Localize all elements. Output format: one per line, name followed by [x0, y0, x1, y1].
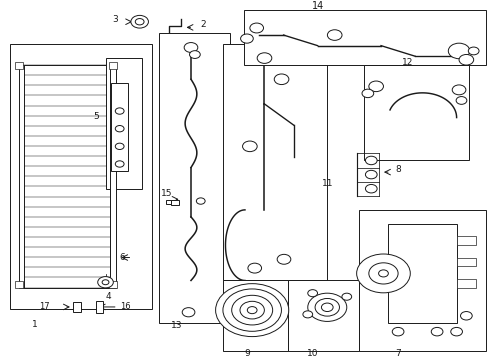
- Bar: [222, 44, 327, 280]
- Circle shape: [365, 184, 376, 193]
- Circle shape: [458, 54, 473, 65]
- Text: 12: 12: [401, 58, 413, 67]
- Text: 15: 15: [161, 189, 172, 198]
- Circle shape: [240, 34, 253, 43]
- Bar: [110, 65, 116, 288]
- Circle shape: [249, 23, 263, 33]
- Bar: [111, 83, 128, 171]
- Circle shape: [447, 43, 469, 59]
- Circle shape: [341, 293, 351, 300]
- Circle shape: [391, 328, 403, 336]
- Circle shape: [115, 126, 124, 132]
- Circle shape: [321, 303, 332, 311]
- Circle shape: [450, 328, 462, 336]
- Bar: [109, 281, 117, 288]
- Bar: [20, 65, 110, 288]
- Bar: [358, 210, 485, 351]
- Bar: [456, 237, 475, 245]
- Bar: [165, 200, 171, 203]
- Circle shape: [365, 170, 376, 179]
- Text: 6: 6: [120, 253, 125, 262]
- Circle shape: [247, 307, 257, 314]
- Circle shape: [242, 141, 257, 152]
- Bar: [363, 65, 468, 161]
- Circle shape: [468, 47, 478, 55]
- Circle shape: [274, 74, 288, 85]
- Bar: [15, 62, 23, 69]
- Circle shape: [368, 263, 397, 284]
- Circle shape: [361, 89, 373, 98]
- Bar: [244, 10, 485, 65]
- Circle shape: [189, 51, 200, 58]
- Circle shape: [451, 85, 465, 95]
- Bar: [456, 257, 475, 266]
- Circle shape: [314, 298, 339, 316]
- Circle shape: [115, 108, 124, 114]
- Text: 16: 16: [120, 302, 130, 311]
- Text: 13: 13: [170, 321, 182, 330]
- Bar: [105, 58, 142, 189]
- Circle shape: [257, 53, 271, 63]
- Circle shape: [307, 290, 317, 297]
- Text: 17: 17: [39, 302, 50, 311]
- Circle shape: [365, 156, 376, 165]
- Text: 11: 11: [321, 179, 332, 188]
- Bar: [171, 200, 179, 204]
- Text: 2: 2: [200, 20, 205, 29]
- Circle shape: [455, 96, 466, 104]
- Bar: [222, 280, 288, 351]
- Circle shape: [102, 280, 109, 285]
- Circle shape: [196, 198, 204, 204]
- Circle shape: [231, 295, 272, 325]
- Bar: [10, 44, 152, 309]
- Text: 9: 9: [244, 350, 249, 359]
- Text: 4: 4: [105, 292, 111, 301]
- Circle shape: [131, 15, 148, 28]
- Circle shape: [430, 328, 442, 336]
- Text: 5: 5: [93, 112, 99, 121]
- Text: 1: 1: [32, 320, 38, 329]
- Bar: [109, 62, 117, 69]
- Circle shape: [223, 289, 281, 331]
- Circle shape: [115, 161, 124, 167]
- Circle shape: [460, 311, 471, 320]
- Circle shape: [277, 255, 290, 264]
- Bar: [387, 224, 456, 323]
- Circle shape: [135, 19, 144, 25]
- Circle shape: [307, 293, 346, 321]
- Circle shape: [240, 301, 264, 319]
- Text: 10: 10: [306, 350, 318, 359]
- Circle shape: [184, 42, 198, 53]
- Bar: [73, 302, 81, 311]
- Circle shape: [115, 143, 124, 149]
- Circle shape: [215, 284, 288, 337]
- Circle shape: [98, 276, 113, 288]
- Circle shape: [302, 311, 312, 318]
- Bar: [96, 301, 102, 313]
- Bar: [19, 65, 24, 288]
- Bar: [15, 281, 23, 288]
- Text: 8: 8: [394, 165, 400, 174]
- Circle shape: [247, 263, 261, 273]
- Circle shape: [182, 308, 195, 317]
- Bar: [288, 280, 358, 351]
- Text: 7: 7: [394, 350, 400, 359]
- Circle shape: [378, 270, 387, 277]
- Circle shape: [327, 30, 341, 40]
- Bar: [159, 33, 229, 323]
- Text: 14: 14: [311, 1, 323, 11]
- Circle shape: [356, 254, 409, 293]
- Circle shape: [368, 81, 383, 92]
- Bar: [456, 279, 475, 288]
- Text: 3: 3: [112, 15, 118, 24]
